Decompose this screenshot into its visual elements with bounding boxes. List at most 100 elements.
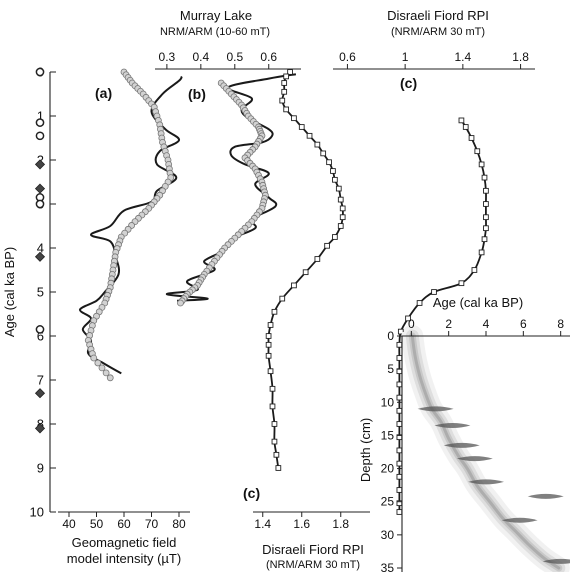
panel-c-bottom-square bbox=[314, 256, 321, 262]
panel-c-top-tick-label: 1.4 bbox=[455, 50, 472, 64]
age-tick-label: 7 bbox=[37, 373, 44, 388]
age-marker-circle bbox=[35, 325, 45, 334]
age-tick-label: 10 bbox=[30, 505, 44, 520]
age-marker-circle bbox=[35, 199, 45, 209]
inset-x-tick-label: 0 bbox=[408, 317, 415, 331]
panel-c-top-square bbox=[483, 187, 489, 194]
panel-c-bottom-square bbox=[291, 115, 297, 122]
panel-c-bottom-square bbox=[291, 282, 297, 289]
inset-sample-pdf bbox=[417, 406, 454, 412]
inset-ylabel: Depth (cm) bbox=[358, 418, 373, 482]
inset-sample-pdf bbox=[542, 558, 570, 564]
panel-c-top-square bbox=[478, 161, 485, 168]
panel-a-smoothed-dots bbox=[84, 68, 175, 382]
inset-probability-cloud bbox=[401, 325, 570, 572]
inset-cloud-band bbox=[410, 334, 561, 570]
panel-a-xlabel-line1: Geomagnetic field bbox=[72, 535, 177, 550]
panel-a-dot bbox=[106, 374, 114, 382]
panel-c-top: 0.6 1 1.4 1.8 (c) Disraeli Fiord RPI (NRM/A… bbox=[333, 8, 535, 515]
panel-c-top-title: Disraeli Fiord RPI bbox=[387, 8, 489, 23]
age-tick-label: 4 bbox=[37, 241, 44, 256]
panel-a: 40 50 60 70 80 (a) Geomagnetic field model i… bbox=[58, 68, 190, 566]
inset-sample-pdf bbox=[527, 493, 564, 499]
panel-a-dot bbox=[90, 354, 98, 362]
age-marker-diamond bbox=[34, 423, 46, 434]
panel-a-tick-label: 50 bbox=[90, 517, 104, 531]
panel-a-dot bbox=[94, 359, 102, 367]
panel-a-tick-label: 80 bbox=[172, 517, 186, 531]
age-marker-circle bbox=[35, 67, 45, 77]
panel-c-top-samples bbox=[396, 117, 489, 515]
panel-c-bottom-square bbox=[281, 88, 288, 95]
inset-sample-pdf bbox=[443, 442, 480, 448]
panel-c-bottom-tick-label: 1.4 bbox=[254, 517, 271, 531]
inset-age-depth: 0 2 4 6 8 0 5 10 15 20 25 30 35 Age (cal ka BP) Dept… bbox=[358, 295, 570, 572]
panel-c-bottom-samples bbox=[265, 69, 346, 471]
inset-x-tick-label: 4 bbox=[483, 317, 490, 331]
panel-c-bottom-square bbox=[332, 176, 338, 183]
panel-c-top-square bbox=[471, 267, 478, 273]
panel-c-top-square bbox=[396, 407, 403, 414]
age-tick-label: 9 bbox=[37, 461, 44, 476]
panel-b: 0.3 0.4 0.5 0.6 (b) Murray Lake NRM/ARM (10… bbox=[155, 8, 301, 307]
panel-c-bottom-square bbox=[275, 465, 282, 471]
panel-b-title: Murray Lake bbox=[180, 8, 252, 23]
panel-c-bottom-square bbox=[337, 196, 344, 203]
inset-y-tick-label: 5 bbox=[387, 362, 394, 376]
panel-c-bottom-square bbox=[273, 451, 280, 458]
panel-c-bottom-square bbox=[339, 214, 346, 221]
panel-c-top-square bbox=[481, 174, 488, 181]
panel-a-model-curve bbox=[79, 75, 183, 375]
panel-c-bottom-square bbox=[269, 385, 276, 392]
age-marker-circle bbox=[35, 131, 45, 141]
panel-c-bottom-xlabel-line1: Disraeli Fiord RPI bbox=[262, 542, 364, 557]
panel-b-smoothed-dots bbox=[177, 79, 269, 307]
panel-c-bottom-square bbox=[324, 242, 330, 249]
panel-c-top-square bbox=[396, 341, 403, 348]
age-tick-label: 5 bbox=[37, 285, 44, 300]
panel-c-top-square bbox=[396, 421, 403, 427]
panel-a-tick-label: 40 bbox=[62, 517, 76, 531]
inset-y-tick-label: 25 bbox=[381, 495, 395, 509]
age-marker-diamond bbox=[34, 251, 46, 262]
panel-c-bottom-square bbox=[306, 132, 313, 139]
age-tick-label: 1 bbox=[37, 109, 44, 124]
panel-c-top-square bbox=[468, 135, 475, 141]
panel-c-top-tick-label: 1 bbox=[402, 50, 409, 64]
inset-y-tick-label: 30 bbox=[381, 528, 395, 542]
panel-c-bottom-tick-label: 1.6 bbox=[293, 517, 310, 531]
panel-c-bottom-square bbox=[339, 205, 346, 212]
panel-c-top-square bbox=[458, 280, 465, 287]
panel-c-bottom-square bbox=[271, 438, 278, 445]
inset-title: Age (cal ka BP) bbox=[433, 295, 523, 310]
panel-c-bottom-square bbox=[271, 421, 278, 427]
panel-c-bottom-square bbox=[287, 69, 293, 75]
inset-y-tick-label: 15 bbox=[381, 428, 395, 442]
panel-c-top-square bbox=[396, 509, 403, 515]
inset-sample-pdf bbox=[468, 479, 504, 485]
panel-b-xlabel: NRM/ARM (10-60 mT) bbox=[160, 26, 270, 38]
panel-c-top-square bbox=[396, 394, 403, 401]
inset-x-tick-label: 6 bbox=[520, 317, 527, 331]
panel-c-top-tick-label: 1.8 bbox=[512, 50, 529, 64]
panel-b-tick-label: 0.4 bbox=[192, 50, 209, 64]
inset-sample-pdf bbox=[434, 422, 471, 428]
inset-sample-pdf bbox=[501, 517, 538, 523]
age-marker-circle bbox=[35, 118, 45, 127]
panel-c-bottom-xlabel-line2: (NRM/ARM 30 mT) bbox=[266, 559, 360, 571]
panel-c-top-square bbox=[483, 214, 489, 221]
panel-c-bottom-square bbox=[320, 150, 327, 157]
panel-c-bottom-square bbox=[337, 223, 344, 229]
panel-a-dot bbox=[102, 369, 110, 377]
inset-cloud-band bbox=[401, 325, 570, 572]
panel-c-bottom-square bbox=[283, 106, 290, 113]
panel-b-tick-label: 0.5 bbox=[226, 50, 243, 64]
inset-x-tick-label: 2 bbox=[445, 317, 452, 331]
panel-c-top-square bbox=[431, 289, 437, 295]
inset-sample-pdf bbox=[456, 456, 493, 462]
panel-c-bottom-square bbox=[335, 185, 342, 192]
panel-c-top-square bbox=[481, 236, 488, 243]
panel-c-bottom-square bbox=[298, 124, 305, 130]
panel-c-top-square bbox=[483, 225, 489, 232]
age-marker-diamond bbox=[34, 159, 46, 170]
